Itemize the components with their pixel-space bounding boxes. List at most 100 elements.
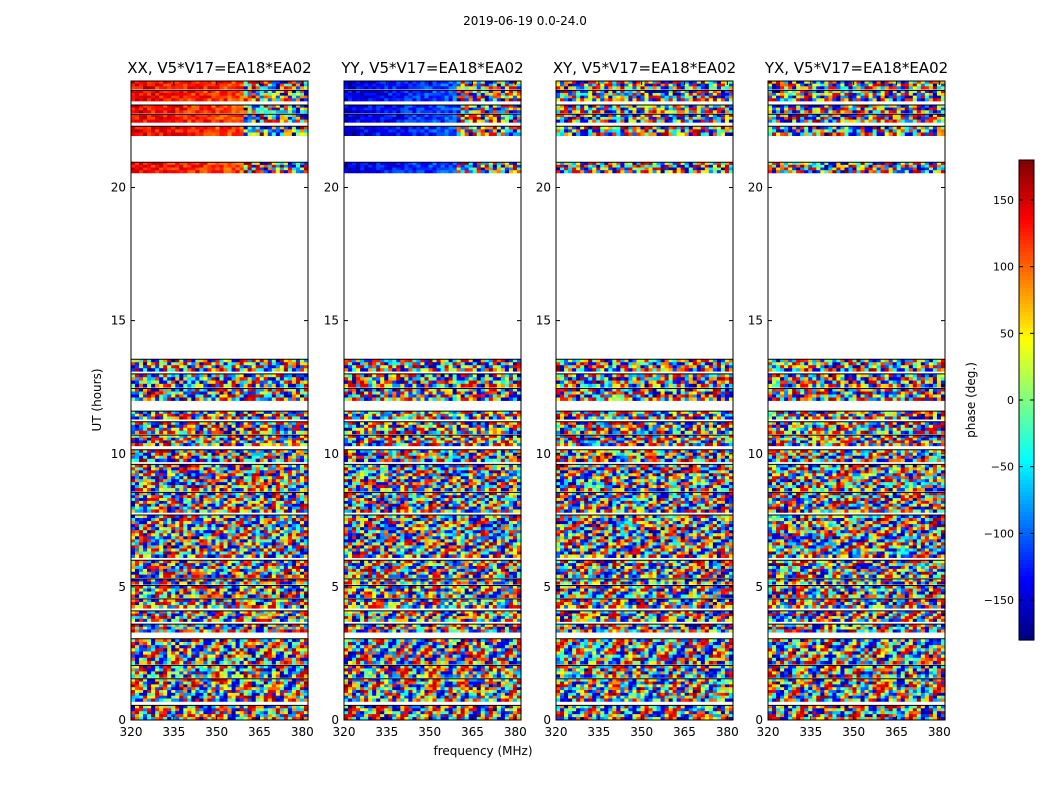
phase-cell (231, 380, 237, 385)
phase-cell (151, 495, 156, 499)
phase-cell (235, 479, 241, 483)
phase-cell (159, 527, 164, 531)
phase-cell (291, 488, 297, 492)
phase-cell (171, 668, 176, 672)
phase-cell (179, 542, 184, 546)
phase-cell (283, 383, 289, 388)
phase-cell (243, 503, 249, 508)
phase-cell (179, 674, 184, 678)
phase-cell (163, 503, 168, 508)
phase-cell (155, 605, 160, 609)
phase-cell (279, 624, 285, 628)
phase-cell (219, 488, 225, 492)
phase-cell (215, 162, 221, 166)
phase-cell (263, 542, 269, 546)
phase-cell (275, 495, 281, 499)
phase-cell (199, 397, 205, 401)
phase-cell (183, 467, 188, 471)
phase-cell (271, 714, 277, 718)
phase-cell (295, 514, 301, 519)
phase-cell (211, 566, 217, 570)
phase-cell (295, 421, 301, 426)
phase-cell (223, 629, 229, 633)
phase-cell (171, 678, 176, 682)
phase-cell (219, 705, 225, 709)
phase-cell (251, 473, 257, 477)
phase-cell (255, 380, 261, 385)
phase-cell (211, 560, 217, 564)
phase-cell (287, 380, 293, 385)
phase-cell (131, 394, 136, 398)
phase-cell (167, 482, 172, 486)
phase-cell (243, 440, 249, 444)
phase-cell (291, 588, 297, 592)
phase-cell (175, 437, 180, 441)
phase-cell (295, 539, 301, 543)
phase-cell (175, 129, 180, 133)
phase-cell (295, 518, 301, 522)
phase-cell (235, 500, 241, 505)
phase-cell (199, 452, 205, 457)
phase-cell (271, 533, 277, 537)
phase-cell (211, 495, 217, 499)
phase-cell (247, 542, 253, 546)
phase-cell (295, 167, 301, 171)
phase-cell (303, 641, 309, 646)
phase-cell (151, 397, 156, 401)
phase-cell (159, 383, 164, 388)
phase-cell (179, 601, 184, 606)
phase-cell (211, 440, 217, 444)
phase-cell (219, 498, 225, 502)
phase-cell (275, 424, 281, 429)
phase-cell (227, 705, 233, 709)
phase-cell (295, 705, 301, 709)
phase-cell (255, 629, 261, 633)
phase-cell (187, 678, 192, 682)
phase-cell (271, 368, 277, 372)
phase-cell (267, 391, 273, 395)
phase-cell (243, 610, 249, 614)
phase-cell (251, 455, 257, 460)
phase-cell (271, 162, 277, 166)
phase-cell (187, 629, 192, 633)
phase-cell (299, 479, 305, 483)
phase-cell (203, 613, 209, 617)
phase-cell (211, 359, 217, 363)
phase-cell (143, 421, 148, 426)
data-band (131, 638, 309, 665)
data-band (131, 161, 309, 174)
phase-cell (179, 440, 184, 444)
phase-cell (199, 427, 205, 432)
phase-cell (191, 132, 196, 136)
phase-cell (147, 116, 152, 120)
phase-cell (167, 509, 172, 513)
phase-cell (155, 581, 160, 585)
phase-cell (263, 687, 269, 691)
phase-cell (131, 430, 136, 435)
phase-cell (231, 588, 237, 592)
phase-cell (147, 473, 152, 477)
phase-cell (271, 695, 277, 699)
phase-cell (267, 394, 273, 398)
phase-cell (183, 437, 188, 441)
phase-cell (263, 488, 269, 492)
phase-cell (143, 424, 148, 429)
phase-cell (223, 687, 229, 691)
phase-cell (203, 514, 209, 519)
phase-cell (299, 629, 305, 633)
phase-cell (139, 551, 144, 555)
phase-cell (227, 114, 233, 118)
phase-cell (251, 660, 257, 665)
phase-cell (287, 629, 293, 633)
phase-cell (183, 598, 188, 603)
phase-cell (179, 717, 184, 721)
phase-cell (299, 533, 305, 537)
phase-cell (279, 578, 285, 582)
phase-cell (263, 681, 269, 685)
phase-cell (287, 651, 293, 655)
phase-cell (131, 714, 136, 718)
phase-cell (163, 674, 168, 678)
phase-cell (139, 690, 144, 694)
phase-cell (283, 629, 289, 633)
phase-cell (135, 114, 140, 118)
